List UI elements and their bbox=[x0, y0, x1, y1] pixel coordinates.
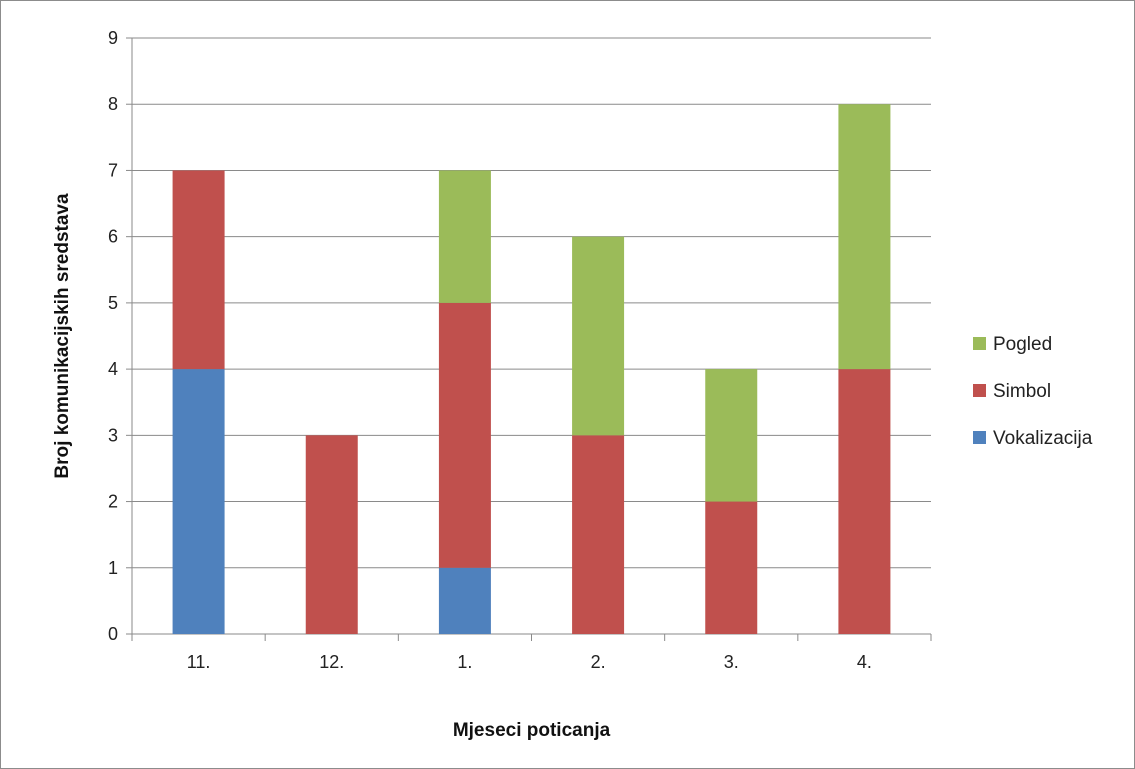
x-tick-label: 4. bbox=[857, 652, 872, 672]
x-tick-label: 11. bbox=[187, 652, 211, 672]
bar-pogled-6 bbox=[838, 104, 891, 370]
bar-vokalizacija-3 bbox=[438, 567, 491, 634]
y-tick-labels: 0 1 2 3 4 5 6 7 8 9 bbox=[108, 28, 118, 644]
bar-vokalizacija-1 bbox=[172, 369, 225, 634]
y-tick-label: 6 bbox=[108, 227, 118, 247]
legend-label-simbol: Simbol bbox=[993, 381, 1051, 402]
bar-simbol-3 bbox=[438, 302, 491, 568]
bar-simbol-1 bbox=[172, 170, 225, 370]
y-tick-label: 0 bbox=[108, 624, 118, 644]
axes bbox=[126, 37, 932, 641]
bar-simbol-4 bbox=[572, 435, 625, 634]
y-tick-label: 8 bbox=[108, 94, 118, 114]
bars bbox=[172, 104, 891, 634]
y-tick-label: 3 bbox=[108, 425, 118, 445]
legend-swatch-simbol bbox=[973, 384, 986, 397]
y-tick-label: 2 bbox=[108, 492, 118, 512]
legend-swatch-pogled bbox=[973, 337, 986, 350]
y-axis-title: Broj komunikacijskih sredstava bbox=[52, 193, 73, 479]
x-tick-label: 2. bbox=[591, 652, 606, 672]
legend-label-pogled: Pogled bbox=[993, 334, 1052, 355]
bar-pogled-5 bbox=[705, 369, 758, 502]
x-tick-label: 1. bbox=[457, 652, 472, 672]
x-tick-label: 3. bbox=[724, 652, 739, 672]
y-tick-label: 5 bbox=[108, 293, 118, 313]
y-tick-label: 1 bbox=[108, 558, 118, 578]
y-tick-label: 9 bbox=[108, 28, 118, 48]
y-tick-label: 4 bbox=[108, 359, 118, 379]
bar-simbol-6 bbox=[838, 369, 891, 634]
legend-swatch-vokalizacija bbox=[973, 431, 986, 444]
bar-pogled-4 bbox=[572, 236, 625, 436]
bar-simbol-5 bbox=[705, 501, 758, 634]
y-tick-label: 7 bbox=[108, 160, 118, 180]
x-tick-labels: 11. 12. 1. 2. 3. 4. bbox=[187, 652, 872, 672]
x-axis-title: Mjeseci poticanja bbox=[453, 720, 611, 741]
bar-pogled-3 bbox=[438, 170, 491, 303]
legend: Pogled Simbol Vokalizacija bbox=[973, 334, 1093, 449]
bar-simbol-2 bbox=[305, 435, 358, 634]
gridlines bbox=[132, 37, 931, 569]
x-tick-label: 12. bbox=[319, 652, 344, 672]
legend-label-vokalizacija: Vokalizacija bbox=[993, 428, 1093, 449]
